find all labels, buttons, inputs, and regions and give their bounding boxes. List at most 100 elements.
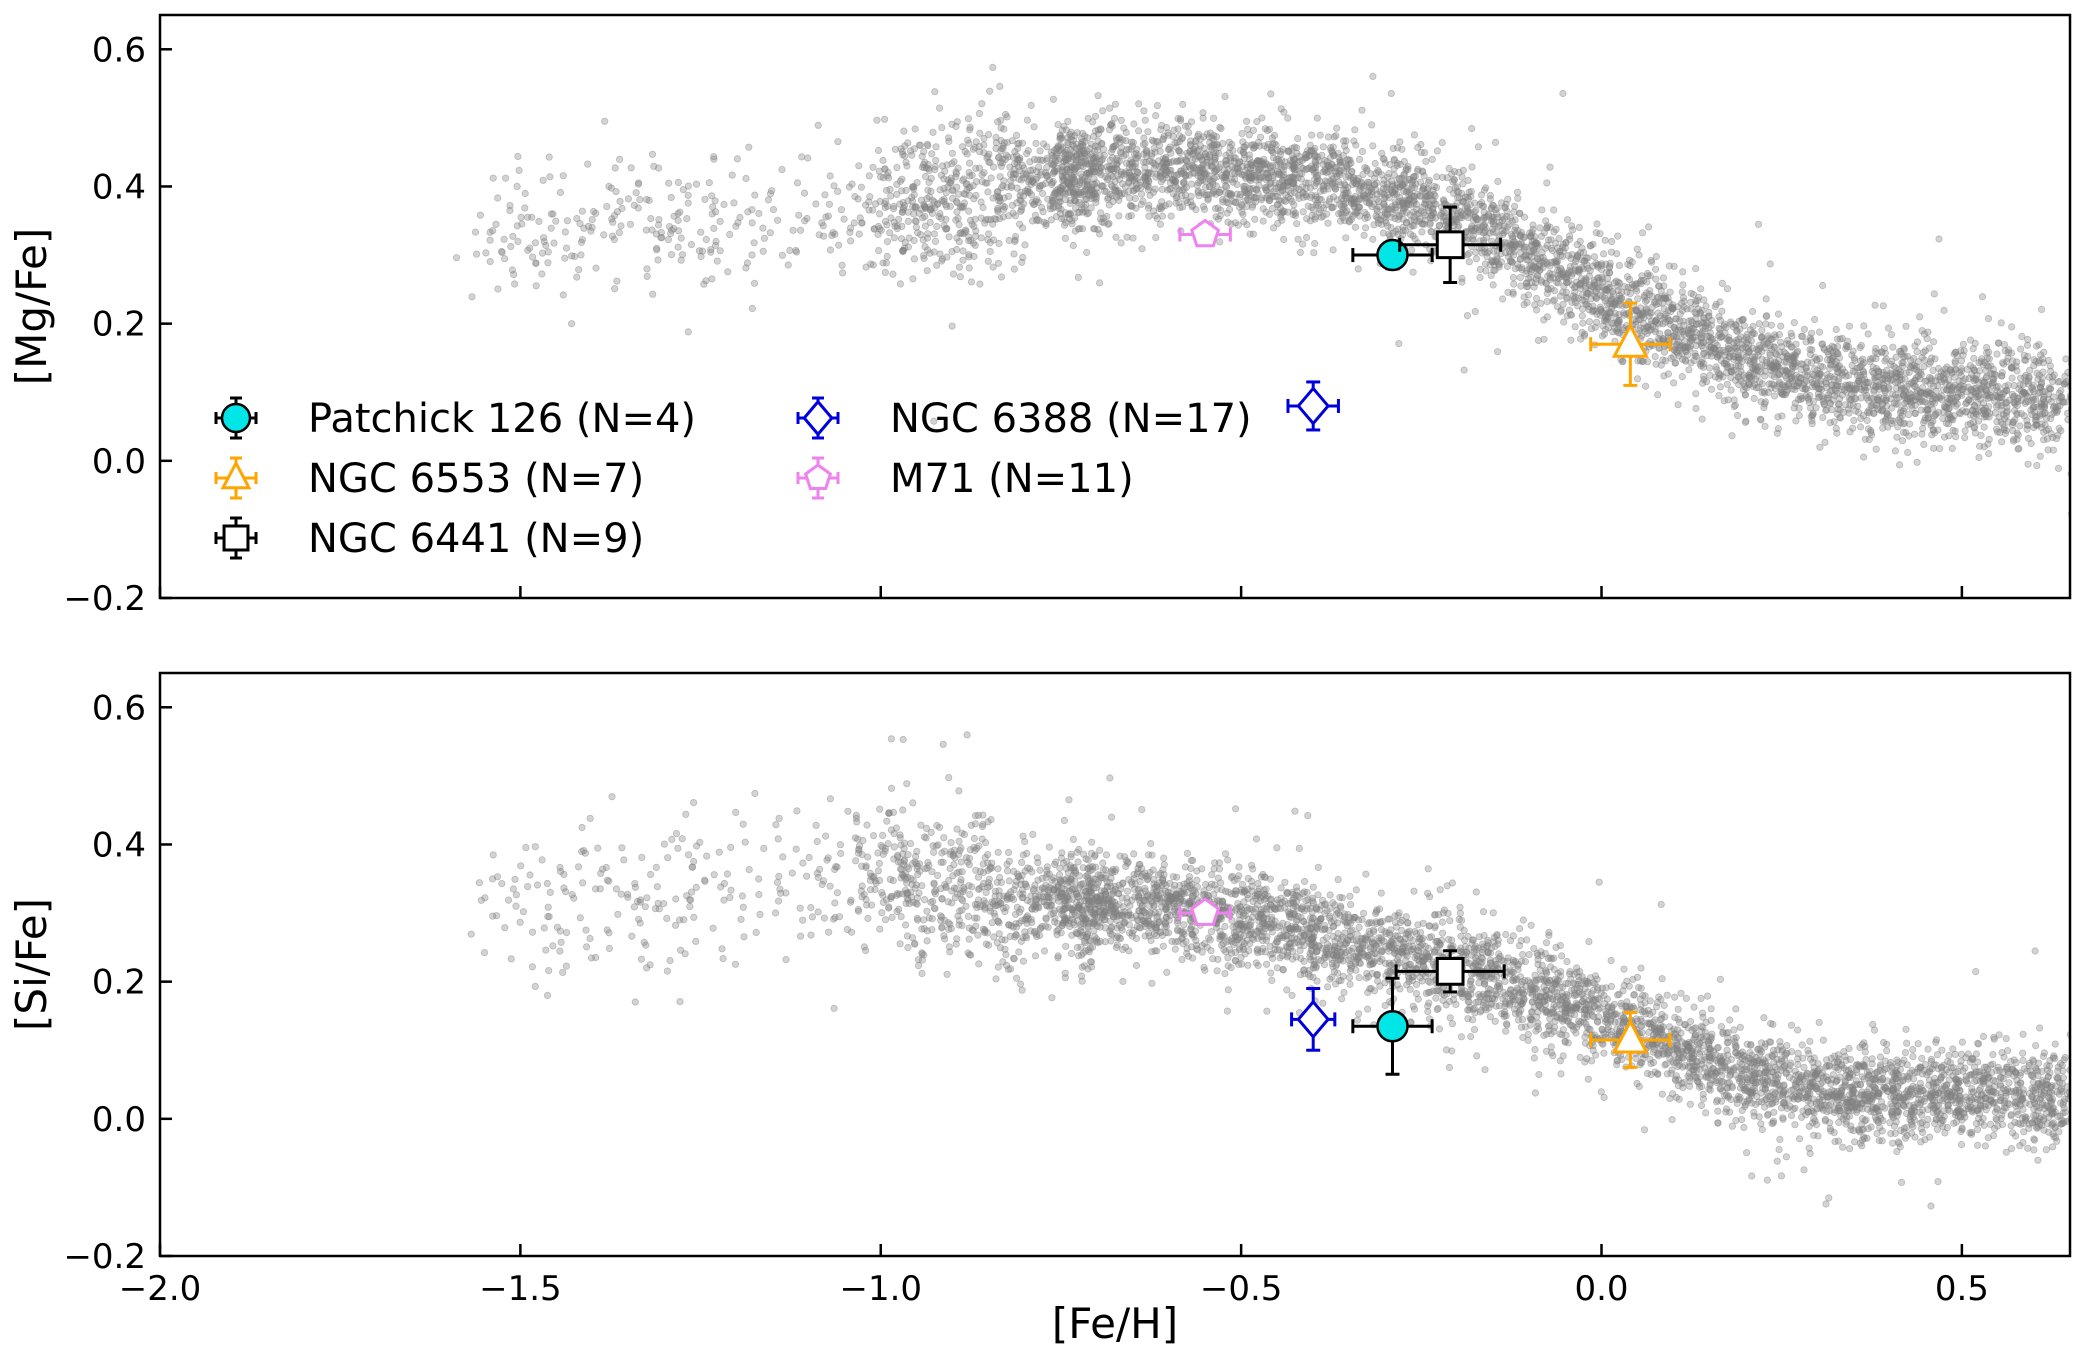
field-star [1487, 205, 1495, 213]
field-star [1978, 293, 1987, 301]
field-star [1220, 173, 1229, 181]
field-star [1336, 181, 1345, 189]
field-star [1619, 324, 1627, 332]
field-star [1154, 157, 1163, 165]
field-star [824, 212, 833, 220]
field-star [2038, 305, 2046, 313]
field-star [1233, 180, 1241, 189]
field-star [1142, 181, 1150, 189]
field-star [1360, 182, 1368, 190]
field-star [452, 254, 461, 262]
field-star [1202, 191, 1211, 199]
field-star [1647, 309, 1655, 317]
field-star [1972, 376, 1980, 384]
field-star [1248, 170, 1257, 178]
field-star [1006, 170, 1015, 178]
field-star [1200, 205, 1209, 213]
field-star [1983, 349, 1991, 357]
field-star [1644, 223, 1653, 231]
field-star [643, 265, 651, 273]
field-star [1899, 420, 1908, 428]
field-star [1258, 194, 1266, 202]
field-star [2014, 394, 2022, 403]
field-star [1684, 329, 1692, 337]
field-star [1196, 164, 1204, 172]
field-star [1372, 212, 1380, 220]
field-star [1957, 347, 1965, 355]
field-star [518, 220, 526, 228]
field-star [1927, 376, 1936, 385]
field-star [1899, 359, 1907, 367]
field-star [1816, 369, 1824, 377]
field-star [1918, 327, 1926, 335]
field-star [981, 219, 989, 227]
field-star [1125, 174, 1134, 182]
field-star [955, 238, 963, 246]
field-star [994, 204, 1002, 212]
field-star [1015, 139, 1023, 147]
field-star [998, 144, 1006, 153]
field-star [1201, 177, 1209, 185]
field-star [1240, 171, 1248, 179]
field-star [1474, 143, 1483, 151]
field-star [764, 196, 773, 204]
field-star [709, 203, 717, 211]
field-star [1878, 348, 1886, 356]
field-star [1888, 404, 1896, 412]
field-star [925, 178, 933, 186]
field-star [1113, 160, 1121, 168]
field-star [1066, 210, 1074, 218]
field-star [1323, 178, 1331, 186]
field-star [954, 214, 962, 222]
field-star [1390, 156, 1398, 165]
field-star [1889, 417, 1897, 425]
field-star [539, 176, 547, 184]
field-star [2009, 437, 2018, 445]
field-star [1570, 261, 1579, 270]
field-star [1381, 209, 1389, 217]
field-star [468, 293, 476, 301]
field-star [1707, 343, 1715, 351]
field-star [1843, 343, 1851, 351]
field-star [1539, 253, 1547, 262]
field-star [1819, 413, 1827, 421]
field-star [1274, 219, 1282, 228]
field-star [1108, 182, 1116, 190]
field-star [1962, 398, 1971, 407]
field-star [588, 216, 596, 224]
field-star [1382, 219, 1390, 227]
field-star [1553, 260, 1561, 269]
field-star [674, 227, 683, 235]
field-star [1210, 114, 1218, 122]
field-star [1875, 393, 1883, 401]
field-star [1510, 208, 1518, 216]
field-star [1690, 356, 1698, 364]
field-star [1687, 289, 1695, 297]
field-star [578, 236, 587, 244]
field-star [986, 87, 994, 95]
field-star [760, 234, 769, 242]
field-star [908, 194, 916, 202]
field-star [1994, 339, 2003, 347]
field-star [1797, 332, 1806, 340]
field-star [906, 147, 915, 155]
field-star [1067, 136, 1075, 144]
field-star [1342, 189, 1350, 197]
field-star [1976, 442, 1984, 450]
field-star [1687, 305, 1695, 313]
field-star [1970, 374, 1978, 382]
field-star [1902, 322, 1910, 330]
field-star [1867, 428, 1875, 437]
field-star [1388, 188, 1396, 196]
field-star [1982, 387, 1990, 395]
field-star [1659, 274, 1668, 282]
field-star [2030, 387, 2038, 396]
field-star [1127, 145, 1135, 153]
field-star [1215, 188, 1223, 197]
field-star [2013, 409, 2021, 417]
field-star [1994, 382, 2002, 391]
field-star [965, 139, 973, 147]
field-star [1910, 361, 1918, 370]
field-star [677, 256, 685, 264]
field-star [1091, 225, 1099, 233]
